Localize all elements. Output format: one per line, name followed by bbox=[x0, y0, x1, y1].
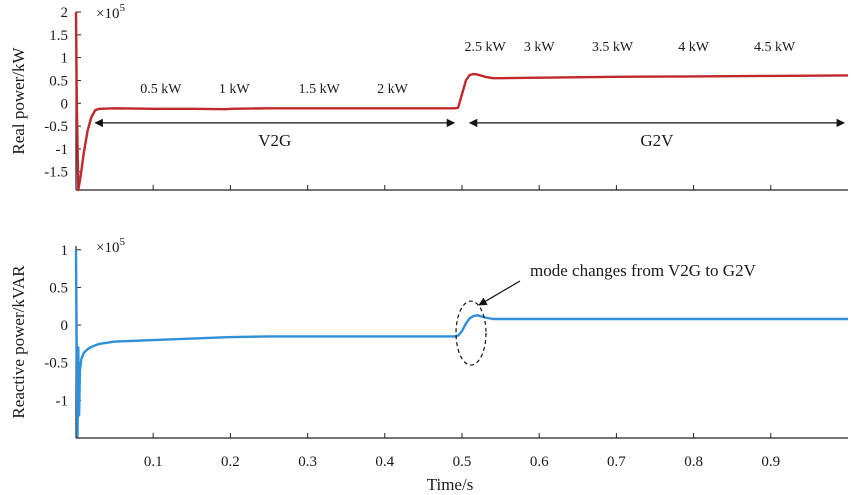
y-tick-label: -0.5 bbox=[44, 356, 68, 372]
scale-factor: ×105 bbox=[96, 2, 125, 22]
y-tick-label: 0.5 bbox=[49, 280, 68, 296]
scale-exponent: 5 bbox=[119, 2, 125, 14]
power-annotation: 3.5 kW bbox=[592, 40, 634, 55]
y-tick-label: 0 bbox=[61, 96, 69, 112]
power-annotation: 2 kW bbox=[377, 82, 409, 97]
callout-arrow bbox=[478, 280, 521, 306]
power-annotation: 0.5 kW bbox=[140, 82, 182, 97]
power-annotation: 4.5 kW bbox=[754, 40, 796, 55]
y-axis-title: Reactive power/kVAR bbox=[9, 265, 28, 419]
y-tick-label: 0 bbox=[61, 318, 69, 334]
x-tick-label: 0.4 bbox=[375, 454, 394, 470]
x-tick-label: 0.7 bbox=[607, 454, 626, 470]
power-annotation: 2.5 kW bbox=[465, 40, 507, 55]
x-tick-label: 0.3 bbox=[298, 454, 317, 470]
y-axis-title: Real power/kW bbox=[9, 46, 28, 154]
y-tick-label: -1.5 bbox=[44, 165, 68, 181]
real-power-panel: 2 1.5 1 0.5 0 -0.5 -1 -1.5 Real power/kW ×105 0.5 … bbox=[9, 2, 849, 192]
scale-base: ×10 bbox=[96, 6, 119, 22]
y-tick-label: 2 bbox=[61, 5, 69, 21]
y-tick-label: -0.5 bbox=[44, 119, 68, 135]
y-tick-label: 1.5 bbox=[49, 28, 68, 44]
callout-text: mode changes from V2G to G2V bbox=[530, 261, 757, 280]
power-annotation: 3 kW bbox=[524, 40, 556, 55]
x-tick-label: 0.5 bbox=[453, 454, 472, 470]
x-tick-label: 0.2 bbox=[221, 454, 240, 470]
scale-exponent: 5 bbox=[119, 236, 125, 248]
x-axis-title: Time/s bbox=[427, 475, 474, 494]
reactive-power-panel: 1 0.5 0 -0.5 -1 0.1 0.2 0.3 0.4 0.5 0.6 0.7 0.8 0.9 Ti… bbox=[9, 236, 848, 494]
y-tick-label: -1 bbox=[56, 393, 69, 409]
mode-label: G2V bbox=[640, 131, 674, 150]
y-tick-label: 0.5 bbox=[49, 73, 68, 89]
y-tick-label: -1 bbox=[56, 142, 69, 158]
x-tick-label: 0.1 bbox=[144, 454, 163, 470]
scale-base: ×10 bbox=[96, 240, 119, 256]
callout-ellipse bbox=[455, 300, 487, 366]
y-tick-label: 1 bbox=[61, 51, 69, 67]
mode-label: V2G bbox=[258, 131, 291, 150]
series-line-reactive-power bbox=[74, 249, 848, 438]
power-annotation: 4 kW bbox=[678, 40, 710, 55]
x-tick-label: 0.8 bbox=[684, 454, 703, 470]
y-tick-label: 1 bbox=[61, 243, 69, 259]
x-tick-label: 0.9 bbox=[761, 454, 780, 470]
scale-factor: ×105 bbox=[96, 236, 125, 256]
series-line-real-power bbox=[74, 11, 849, 192]
x-tick-label: 0.6 bbox=[530, 454, 549, 470]
power-annotation: 1 kW bbox=[219, 82, 251, 97]
power-annotation: 1.5 kW bbox=[299, 82, 341, 97]
